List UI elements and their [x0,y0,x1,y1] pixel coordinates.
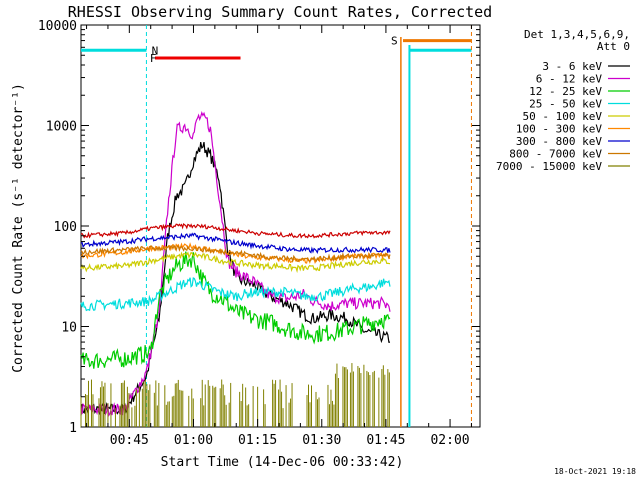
y-tick-label: 10 [61,321,77,336]
flag-bands: FN S [81,25,472,427]
legend-header: Det 1,3,4,5,6,9, [524,28,630,41]
x-axis-label: Start Time (14-Dec-06 00:33:42) [161,455,404,470]
legend-entry-label: 3 - 6 keV [542,60,602,73]
x-tick-label: 01:45 [366,433,405,448]
series-25-50kev [80,277,391,312]
plot-border [80,24,481,428]
x-tick-label: 01:30 [302,433,341,448]
series-50-100kev [80,251,391,274]
x-tick-label: 02:00 [430,433,469,448]
series-3-6kev [80,141,391,416]
x-tick-label: 01:15 [238,433,277,448]
legend-entry-label: 800 - 7000 keV [509,148,602,161]
legend-entry-label: 25 - 50 keV [529,98,602,111]
chart-title: RHESSI Observing Summary Count Rates, Co… [68,3,492,21]
legend-entry-label: 50 - 100 keV [523,110,603,123]
legend-header: Att 0 [597,40,630,53]
axes: 1 10 100 1000 10000 00:45 01:00 01:15 01:30 01:45… [38,19,480,448]
saa-flag-label: S [391,35,398,48]
y-tick-label: 100 [54,220,77,235]
legend-entry-label: 12 - 25 keV [529,85,602,98]
legend-entry-label: 7000 - 15000 keV [496,160,602,173]
series-6-12kev [80,110,391,417]
night-flag-label: N [152,44,159,57]
series-red-extra [80,222,391,239]
y-tick-label: 1 [69,421,77,436]
series-lines [80,110,391,427]
y-axis-label: Corrected Count Rate (s⁻¹ detector⁻¹) [11,83,26,373]
legend-entry-label: 300 - 800 keV [516,135,602,148]
plot-frame [80,24,481,428]
y-tick-label: 10000 [38,19,77,34]
series-12-25kev [80,251,391,369]
x-tick-label: 01:00 [174,433,213,448]
x-tick-label: 00:45 [110,433,149,448]
series-800-7000kev [80,244,391,264]
legend-entry-label: 100 - 300 keV [516,123,602,136]
footer-timestamp: 18-Oct-2021 19:18 [554,467,636,476]
y-tick-label: 1000 [46,120,77,135]
legend-entry-label: 6 - 12 keV [536,73,603,86]
series-300-800kev [80,232,391,255]
flare-flag-label: F [150,52,157,65]
